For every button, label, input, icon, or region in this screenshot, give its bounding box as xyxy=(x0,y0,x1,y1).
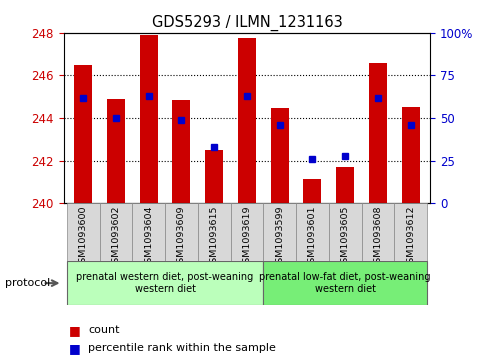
Text: GSM1093608: GSM1093608 xyxy=(373,205,382,269)
Bar xyxy=(132,203,165,261)
Bar xyxy=(368,62,386,203)
Bar xyxy=(198,203,230,261)
Bar xyxy=(67,261,263,305)
Bar xyxy=(393,203,426,261)
Bar xyxy=(165,203,198,261)
Text: protocol: protocol xyxy=(5,278,50,288)
Bar xyxy=(172,100,190,203)
Bar xyxy=(270,109,288,203)
Bar xyxy=(263,203,295,261)
Text: GSM1093604: GSM1093604 xyxy=(144,205,153,269)
Bar xyxy=(303,179,321,203)
Bar xyxy=(67,203,100,261)
Bar xyxy=(230,203,263,261)
Text: percentile rank within the sample: percentile rank within the sample xyxy=(88,343,275,354)
Text: GSM1093619: GSM1093619 xyxy=(242,205,251,269)
Text: GSM1093609: GSM1093609 xyxy=(177,205,185,269)
Title: GDS5293 / ILMN_1231163: GDS5293 / ILMN_1231163 xyxy=(151,15,342,31)
Bar xyxy=(295,203,328,261)
Text: count: count xyxy=(88,325,119,335)
Bar xyxy=(361,203,393,261)
Bar xyxy=(263,261,426,305)
Bar xyxy=(401,107,419,203)
Text: GSM1093600: GSM1093600 xyxy=(79,205,87,269)
Bar xyxy=(335,167,353,203)
Text: GSM1093602: GSM1093602 xyxy=(111,205,120,269)
Bar xyxy=(107,99,125,203)
Text: GSM1093615: GSM1093615 xyxy=(209,205,218,269)
Text: prenatal low-fat diet, post-weaning
western diet: prenatal low-fat diet, post-weaning west… xyxy=(259,272,430,294)
Text: ■: ■ xyxy=(68,324,80,337)
Bar xyxy=(328,203,361,261)
Bar xyxy=(205,150,223,203)
Bar xyxy=(140,35,158,203)
Text: GSM1093612: GSM1093612 xyxy=(406,205,414,269)
Bar xyxy=(100,203,132,261)
Text: GSM1093599: GSM1093599 xyxy=(275,205,284,269)
Text: prenatal western diet, post-weaning
western diet: prenatal western diet, post-weaning west… xyxy=(76,272,253,294)
Bar xyxy=(238,38,255,203)
Text: GSM1093605: GSM1093605 xyxy=(340,205,349,269)
Text: GSM1093601: GSM1093601 xyxy=(307,205,316,269)
Text: ■: ■ xyxy=(68,342,80,355)
Bar xyxy=(74,65,92,203)
